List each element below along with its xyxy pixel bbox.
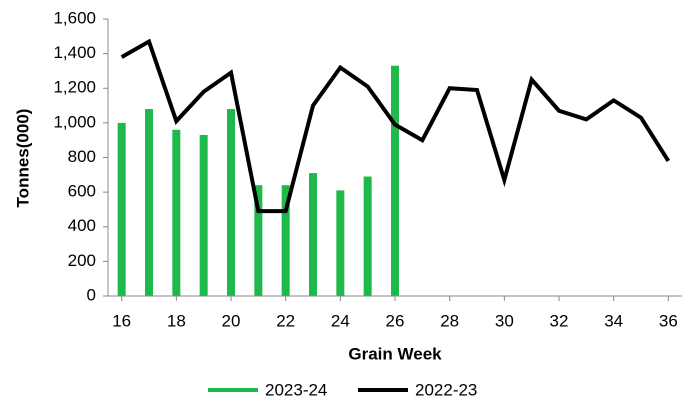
y-tick-label: 1,600 — [53, 8, 96, 27]
y-tick-label: 1,200 — [53, 78, 96, 97]
bar — [391, 65, 399, 297]
y-tick-label: 1,000 — [53, 112, 96, 131]
bar — [363, 176, 372, 296]
bar — [254, 185, 263, 296]
y-tick-label: 400 — [68, 216, 96, 235]
x-tick-label: 22 — [276, 311, 295, 330]
x-tick-label: 26 — [386, 311, 405, 330]
x-tick-label: 30 — [495, 311, 514, 330]
bar — [227, 109, 235, 297]
x-tick-label: 36 — [659, 311, 678, 330]
bar — [199, 134, 208, 296]
x-tick-label: 34 — [604, 311, 623, 330]
legend-label: 2022-23 — [415, 380, 477, 399]
y-axis-title: Tonnes(000) — [13, 109, 32, 208]
x-axis-title: Grain Week — [348, 344, 442, 363]
y-tick-label: 1,400 — [53, 43, 96, 62]
x-tick-label: 16 — [112, 311, 131, 330]
y-tick-label: 0 — [87, 285, 96, 304]
legend-label: 2023-24 — [265, 380, 327, 399]
x-tick-label: 32 — [550, 311, 569, 330]
bar — [117, 122, 126, 296]
x-tick-label: 20 — [222, 311, 241, 330]
x-tick-label: 24 — [331, 311, 350, 330]
y-tick-label: 800 — [68, 147, 96, 166]
x-tick-label: 18 — [167, 311, 186, 330]
bar — [172, 129, 181, 296]
x-tick-label: 28 — [440, 311, 459, 330]
line — [120, 38, 671, 214]
y-tick-label: 200 — [68, 251, 96, 270]
bar — [336, 190, 345, 296]
bar — [145, 109, 153, 297]
bar — [309, 173, 317, 296]
bar — [281, 185, 290, 296]
y-tick-label: 600 — [68, 182, 96, 201]
